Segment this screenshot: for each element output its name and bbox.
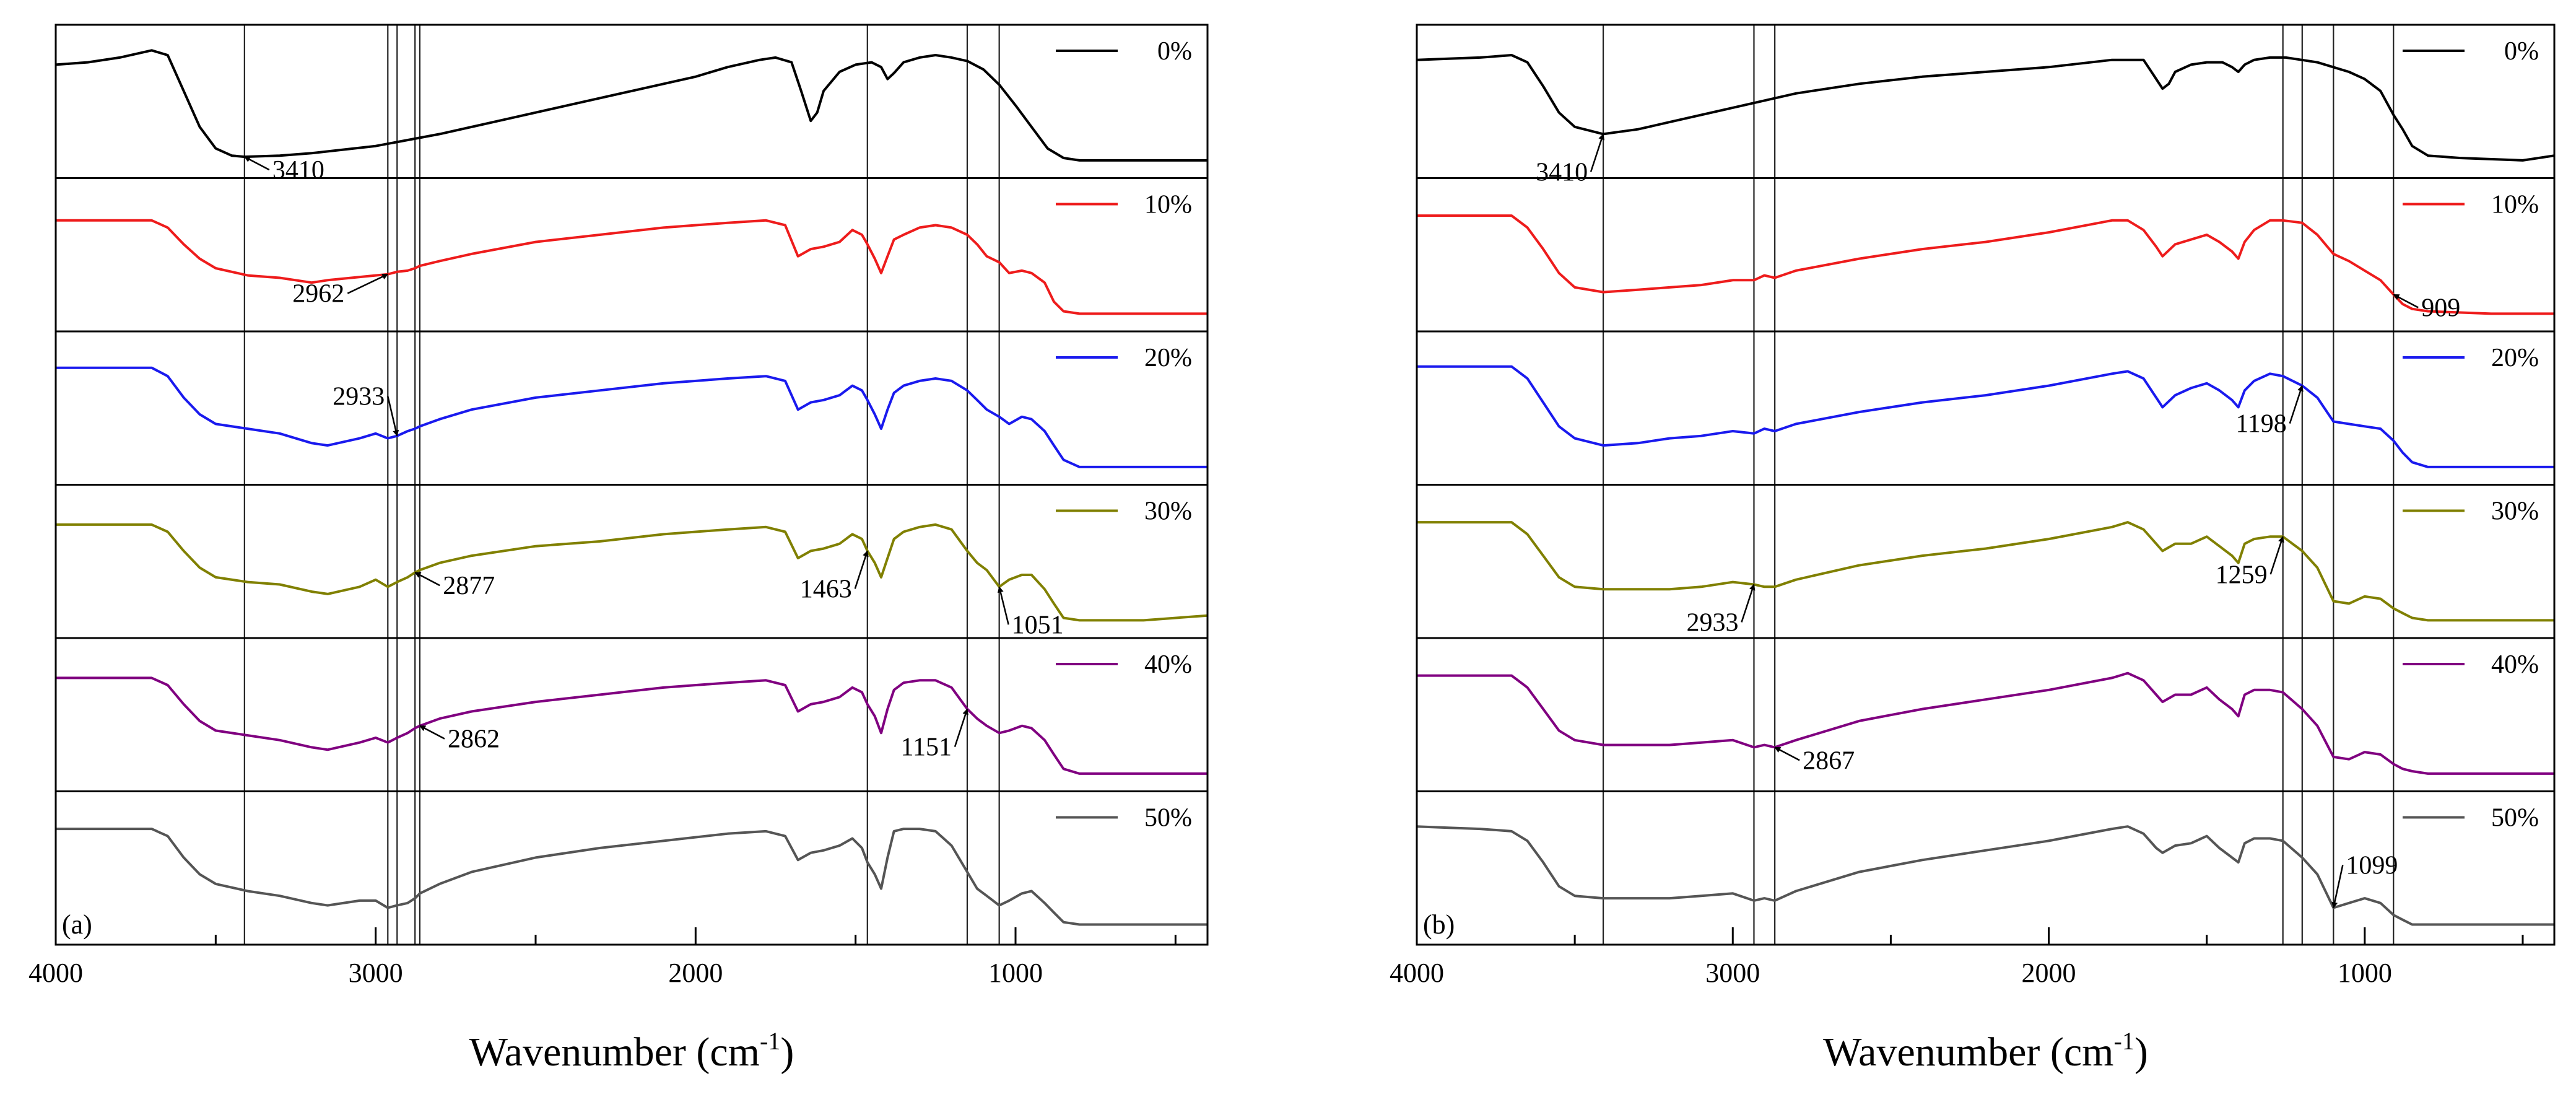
peak-annotation-label: 3410 (1536, 158, 1588, 186)
annotation-arrow (2269, 536, 2284, 575)
x-tick-label: 2000 (2022, 958, 2076, 988)
x-tick-label: 4000 (28, 958, 83, 988)
x-axis-title-close: ) (780, 1030, 794, 1075)
plot-frame (1416, 24, 2556, 946)
spectrum-line-20pct (1417, 365, 2554, 468)
annotation-arrow (1590, 133, 1605, 172)
x-axis-title-superscript: -1 (760, 1027, 780, 1055)
spectrum-line-20pct (56, 366, 1208, 468)
legend-label: 0% (2504, 37, 2539, 66)
legend-label: 30% (1144, 497, 1192, 526)
panel-label: (a) (62, 909, 92, 940)
chart-panel-a: 0% 10% 20% 30% 40% 50% 4000 3000 2000 1000 Wavenum… (28, 24, 1209, 1075)
legend-label: 0% (1157, 37, 1192, 66)
spectrum-line-50pct (56, 828, 1208, 926)
peak-annotation-label: 2877 (443, 572, 495, 600)
peak-annotation-label: 1151 (901, 733, 952, 762)
x-tick-label: 2000 (668, 958, 723, 988)
x-tick-label: 3000 (349, 958, 403, 988)
spectrum-line-40pct (56, 676, 1208, 775)
annotation-arrow (347, 273, 389, 294)
chart-panel-b: 0% 10% 20% 30% 40% 50% 4000 3000 2000 1000 Wavenum… (1390, 24, 2556, 1075)
x-axis-title-close: ) (2134, 1030, 2148, 1075)
annotation-arrow (954, 708, 968, 748)
legend-label: 10% (1144, 191, 1192, 219)
peak-annotation-label: 1198 (2235, 410, 2286, 439)
spectrum-line-0pct (1416, 54, 2555, 162)
legend-label: 10% (2491, 191, 2539, 219)
annotation-arrow (2331, 865, 2344, 909)
x-tick-label: 4000 (1390, 958, 1444, 988)
annotation-arrow (414, 572, 440, 587)
legend-label: 30% (2491, 497, 2539, 526)
legend-label: 50% (2491, 804, 2539, 833)
legend-label: 40% (1144, 650, 1192, 679)
legend-label: 50% (1144, 804, 1192, 833)
x-tick-label: 3000 (1705, 958, 1760, 988)
legend-label: 20% (1144, 344, 1192, 372)
peak-annotation-label: 2933 (333, 383, 385, 411)
spectrum-line-10pct (1417, 214, 2554, 315)
spectrum-line-30pct (56, 523, 1208, 622)
peak-annotation-label: 2933 (1686, 608, 1738, 637)
annotation-arrow (419, 725, 445, 740)
annotation-arrow (2393, 294, 2419, 308)
x-tick-label: 1000 (2338, 958, 2392, 988)
peak-annotation-label: 1099 (2346, 852, 2398, 880)
panel-label: (b) (1423, 909, 1455, 940)
spectrum-line-30pct (1417, 521, 2554, 622)
x-axis-title: Wavenumber (cm-1) (1823, 1027, 2148, 1075)
annotation-arrow (1774, 746, 1800, 761)
x-axis-title-text: Wavenumber (cm (469, 1030, 760, 1075)
x-axis-title: Wavenumber (cm-1) (469, 1027, 794, 1075)
annotation-arrow (997, 586, 1009, 625)
annotation-arrow (243, 155, 270, 171)
x-tick-label: 1000 (988, 958, 1043, 988)
peak-annotation-label: 2862 (448, 725, 500, 754)
x-axis-title-text: Wavenumber (cm (1823, 1030, 2113, 1075)
annotation-arrow (387, 396, 399, 437)
peak-annotation-label: 1463 (800, 575, 852, 603)
spectrum-line-50pct (1416, 825, 2554, 926)
annotation-arrow (2289, 385, 2304, 424)
legend-label: 20% (2491, 344, 2539, 372)
peak-annotation-label: 909 (2421, 294, 2460, 323)
peak-annotation-label: 2962 (292, 280, 344, 308)
x-axis-title-superscript: -1 (2114, 1027, 2134, 1055)
spectrum-line-40pct (1417, 671, 2554, 775)
peak-annotation-label: 3410 (272, 156, 324, 185)
annotation-arrow (1741, 584, 1756, 623)
legend-label: 40% (2491, 650, 2539, 679)
spectrum-line-10pct (56, 219, 1208, 315)
annotation-arrow (854, 550, 869, 589)
peak-annotation-label: 1259 (2216, 561, 2268, 589)
plot-frame (54, 24, 1209, 946)
spectrum-line-0pct (55, 49, 1208, 162)
peak-annotation-label: 2867 (1803, 746, 1855, 775)
peak-annotation-label: 1051 (1012, 611, 1064, 639)
